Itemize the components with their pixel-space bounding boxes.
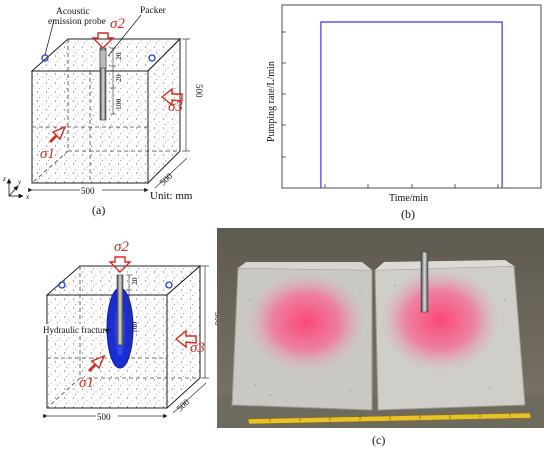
chart-xlabel: Time/min xyxy=(389,193,428,204)
fracture-trace-right xyxy=(382,270,498,370)
sigma2-label-c: σ2 xyxy=(114,239,129,255)
dim-100-c: 100 xyxy=(130,322,139,334)
y-axis-ticks xyxy=(282,31,286,158)
panel-c-photo xyxy=(217,228,544,428)
acoustic-label-1: Acoustic xyxy=(56,7,90,17)
dim-20-c: 20 xyxy=(130,277,139,285)
sigma2-arrow-c-icon xyxy=(108,256,132,273)
pumping-rate-series xyxy=(320,21,503,188)
sigma2-arrow-icon xyxy=(91,32,115,49)
sigma3-arrow-c-icon xyxy=(174,329,197,349)
borehole-probe-c xyxy=(116,274,124,346)
dim-100: 100 xyxy=(114,99,123,111)
cube2-front-face xyxy=(46,294,168,409)
sigma1-arrow-c-icon xyxy=(88,354,106,372)
sigma1-label: σ1 xyxy=(40,146,55,162)
packer xyxy=(99,49,107,69)
sensor-right-c-icon xyxy=(165,281,173,289)
x-axis-ticks xyxy=(324,184,499,188)
panel-c-diagram: 20 100 Hydraulic fracture σ2 σ3 σ1 500 5… xyxy=(42,239,223,422)
dim-20-mid: 20 xyxy=(114,74,123,82)
dim-bottom: 500 xyxy=(81,186,95,196)
axis-x: x xyxy=(25,193,30,201)
sigma1-label-c: σ1 xyxy=(79,375,94,391)
acoustic-label-2: emission probe xyxy=(48,17,106,27)
caption-b: (b) xyxy=(401,207,415,221)
sensor-right-icon xyxy=(148,54,156,62)
steel-rod xyxy=(420,251,429,313)
sigma3-label-c: σ3 xyxy=(190,340,205,356)
dim-20-top: 20 xyxy=(114,52,123,60)
plot-frame xyxy=(281,4,542,189)
sensor-left-c-icon xyxy=(58,281,66,289)
axis-z: z xyxy=(2,175,6,183)
packer-label: Packer xyxy=(140,6,167,16)
caption-c: (c) xyxy=(372,433,385,447)
fracture-trace-left xyxy=(248,274,364,370)
measuring-tape xyxy=(247,412,532,425)
sigma3-label: σ3 xyxy=(168,99,183,115)
dim-right: 500 xyxy=(194,84,204,98)
caption-a: (a) xyxy=(92,203,105,217)
axis-y: y xyxy=(17,178,22,186)
sigma3-arrow-icon xyxy=(160,87,183,107)
dim-depth: 500 xyxy=(158,171,175,188)
panel-b: Pumping rate/L/min Time/min (b) xyxy=(266,4,542,221)
axis-triad xyxy=(6,178,24,199)
units-label: Unit: mm xyxy=(150,190,193,202)
dim-bottom-c: 500 xyxy=(97,412,111,422)
panel-a: Acoustic emission probe Packer 20 20 100… xyxy=(2,6,204,217)
hydraulic-label: Hydraulic fracture xyxy=(43,325,109,335)
sigma2-label: σ2 xyxy=(110,16,125,32)
chart-ylabel: Pumping rate/L/min xyxy=(266,61,277,142)
sigma1-arrow-icon xyxy=(49,125,67,143)
